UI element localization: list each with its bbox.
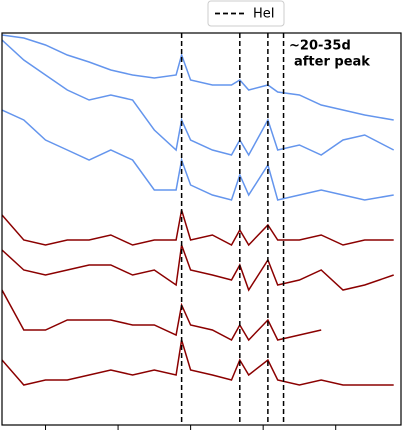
legend-label: HeI	[253, 7, 275, 22]
annotation: ~20-35d	[289, 39, 351, 54]
annotation: after peak	[294, 55, 370, 70]
spectrum-line	[2, 39, 395, 157]
plot-area	[2, 34, 395, 386]
spectrum-line	[2, 289, 322, 342]
legend: HeI	[207, 0, 285, 27]
plot-frame	[1, 32, 402, 426]
spectrum-line	[2, 34, 394, 121]
spectrum-line	[2, 339, 394, 386]
spectrum-line	[2, 244, 394, 292]
spectrum-line	[2, 209, 394, 247]
spectrum-line	[2, 109, 394, 201]
legend-box	[207, 0, 285, 27]
